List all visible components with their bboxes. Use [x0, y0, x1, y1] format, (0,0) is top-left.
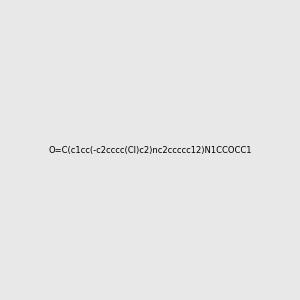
Text: O=C(c1cc(-c2cccc(Cl)c2)nc2ccccc12)N1CCOCC1: O=C(c1cc(-c2cccc(Cl)c2)nc2ccccc12)N1CCOC…	[48, 146, 252, 154]
